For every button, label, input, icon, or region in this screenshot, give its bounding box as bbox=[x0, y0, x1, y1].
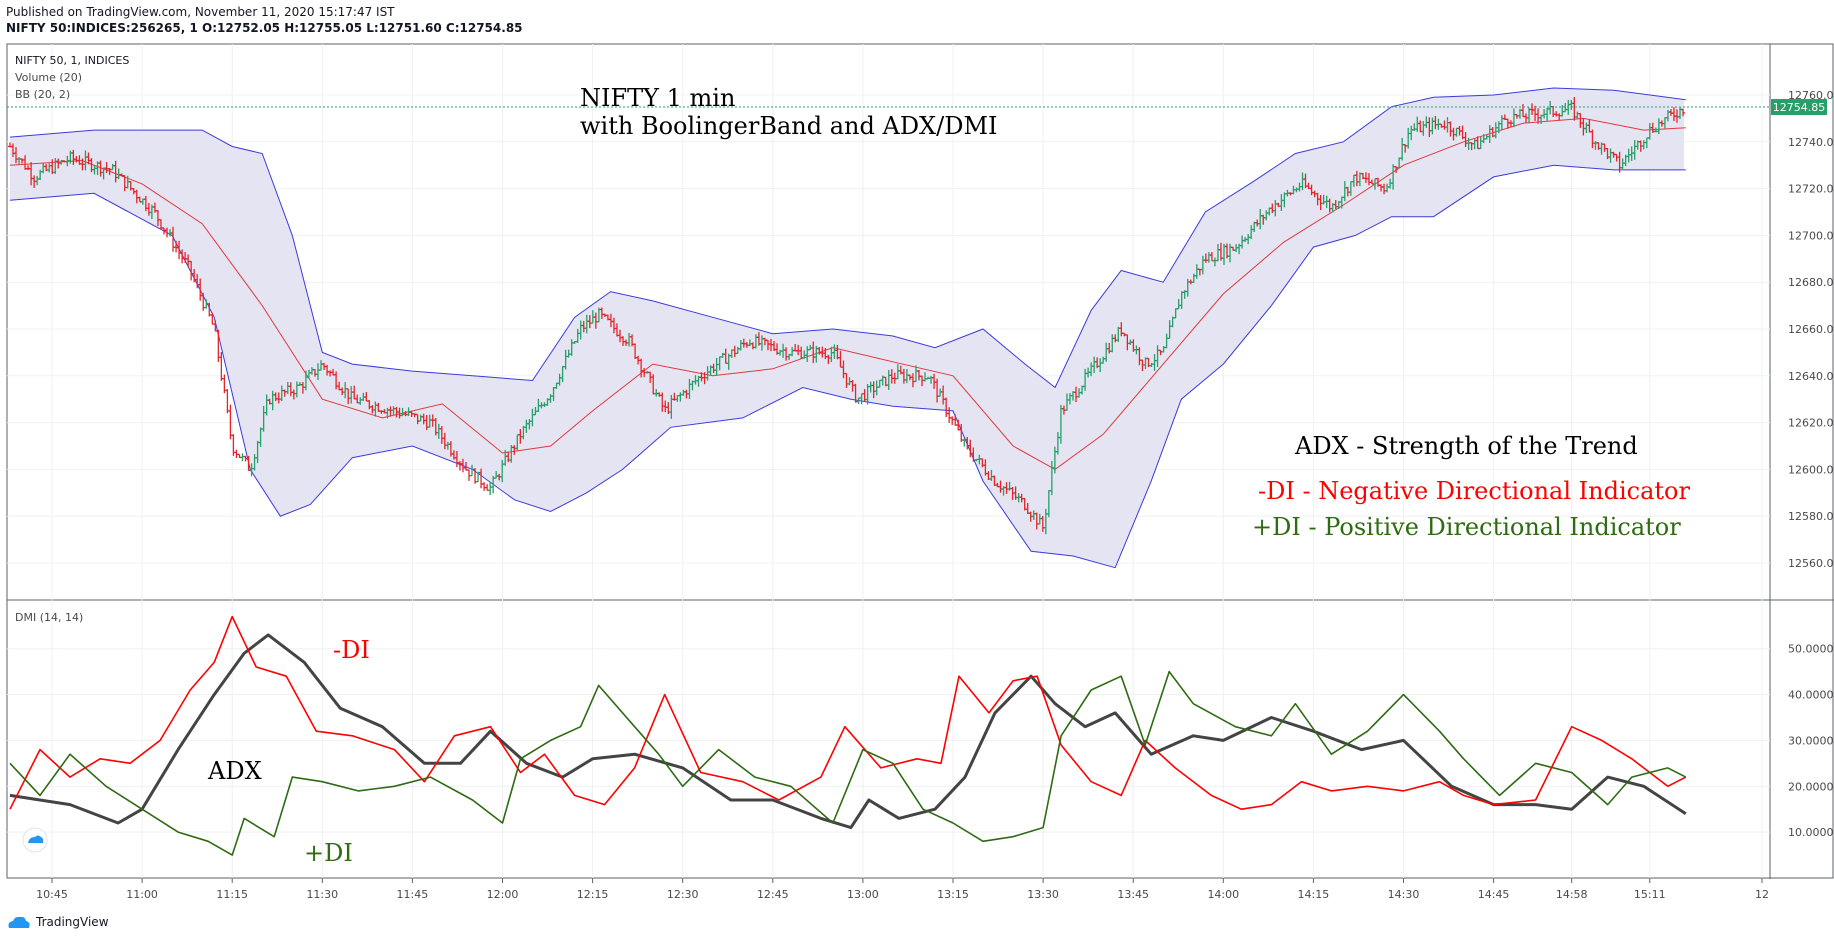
ohlc-line: NIFTY 50:INDICES:256265, 1 O:12752.05 H:… bbox=[6, 20, 523, 36]
time-tick-label: 14:45 bbox=[1478, 888, 1510, 901]
time-tick-label: 13:00 bbox=[847, 888, 879, 901]
price-candle bbox=[240, 453, 245, 462]
time-tick-label: 10:45 bbox=[36, 888, 68, 901]
price-candle bbox=[482, 482, 487, 491]
price-tick-label: 12560.00 bbox=[1788, 557, 1834, 570]
price-tick-label: 12720.00 bbox=[1788, 183, 1834, 196]
chart-header: Published on TradingView.com, November 1… bbox=[6, 4, 523, 36]
time-tick-label: 11:45 bbox=[397, 888, 429, 901]
annotation-adx-desc: ADX - Strength of the Trend bbox=[1294, 432, 1638, 460]
time-tick-label: 12:00 bbox=[487, 888, 519, 901]
close-value: C:12754.85 bbox=[445, 21, 523, 35]
axis-labels: 12560.00 12580.00 12600.00 12620.00 12640.00… bbox=[7, 89, 1834, 901]
annotation-adx-label: ADX bbox=[207, 757, 262, 785]
high-value: H:12755.05 bbox=[284, 21, 363, 35]
tradingview-logo-icon[interactable] bbox=[22, 827, 48, 853]
price-candle bbox=[1681, 108, 1686, 117]
low-value: L:12751.60 bbox=[366, 21, 442, 35]
price-candle bbox=[225, 389, 230, 414]
time-tick-label: 12:30 bbox=[667, 888, 699, 901]
price-candle bbox=[219, 352, 224, 381]
footer: TradingView bbox=[6, 914, 109, 930]
bollinger-bands bbox=[9, 87, 1686, 569]
time-tick-label: 14:30 bbox=[1388, 888, 1420, 901]
price-tick-label: 12740.00 bbox=[1788, 136, 1834, 149]
annotation-title-line1: NIFTY 1 min bbox=[580, 84, 735, 112]
time-tick-label: 12 bbox=[1755, 888, 1769, 901]
time-tick-label: 14:15 bbox=[1298, 888, 1330, 901]
bb-basis-line bbox=[9, 117, 1686, 470]
published-info: Published on TradingView.com, November 1… bbox=[6, 5, 395, 19]
bb-upper-line bbox=[9, 87, 1686, 389]
chart-border bbox=[6, 43, 1834, 879]
time-tick-label: 11:15 bbox=[216, 888, 248, 901]
symbol-info: NIFTY 50:INDICES:256265, 1 bbox=[6, 21, 198, 35]
legend-volume[interactable]: Volume (20) bbox=[15, 71, 82, 84]
chart-frame bbox=[6, 43, 1834, 879]
time-tick-label: 12:15 bbox=[577, 888, 609, 901]
time-tick-label: 14:00 bbox=[1207, 888, 1239, 901]
last-price-badge bbox=[1771, 99, 1827, 116]
price-candle bbox=[485, 484, 490, 491]
price-tick-label: 12580.00 bbox=[1788, 510, 1834, 523]
time-tick-label: 13:30 bbox=[1027, 888, 1059, 901]
chart-canvas[interactable]: 12560.00 12580.00 12600.00 12620.00 12640.00… bbox=[0, 0, 1834, 910]
time-tick-label: 14:58 bbox=[1556, 888, 1588, 901]
tradingview-cloud-icon bbox=[8, 916, 30, 928]
dmi-tick-label: 50.0000 bbox=[1788, 643, 1834, 656]
last-price-label: 12754.85 bbox=[1773, 101, 1826, 114]
time-tick-label: 13:15 bbox=[937, 888, 969, 901]
price-candle bbox=[488, 482, 493, 496]
price-tick-label: 12700.00 bbox=[1788, 229, 1834, 242]
dmi-tick-label: 20.0000 bbox=[1788, 780, 1834, 793]
bb-fill bbox=[9, 88, 1684, 568]
dmi-lines bbox=[9, 615, 1687, 856]
dmi-series-di-minus bbox=[9, 615, 1687, 810]
legend-symbol[interactable]: NIFTY 50, 1, INDICES bbox=[15, 54, 129, 67]
dmi-series-di-plus bbox=[9, 670, 1687, 856]
price-candles[interactable] bbox=[7, 96, 1686, 535]
price-tick-label: 12760.00 bbox=[1788, 89, 1834, 102]
annotation-minus-di-desc: -DI - Negative Directional Indicator bbox=[1258, 477, 1690, 505]
annotation-plus-di-label: +DI bbox=[304, 839, 353, 867]
price-candle bbox=[950, 416, 955, 425]
annotation-plus-di-desc: +DI - Positive Directional Indicator bbox=[1252, 513, 1681, 541]
footer-brand: TradingView bbox=[36, 915, 109, 929]
time-tick-label: 12:45 bbox=[757, 888, 789, 901]
time-tick-label: 11:30 bbox=[306, 888, 338, 901]
dmi-tick-label: 30.0000 bbox=[1788, 734, 1834, 747]
time-tick-label: 11:00 bbox=[126, 888, 158, 901]
bb-lower-line bbox=[9, 164, 1686, 569]
dmi-series-adx bbox=[9, 633, 1687, 830]
time-tick-label: 15:11 bbox=[1634, 888, 1666, 901]
annotation-title-line2: with BoolingerBand and ADX/DMI bbox=[580, 112, 998, 140]
legend-dmi[interactable]: DMI (14, 14) bbox=[15, 611, 83, 624]
annotation-minus-di-label: -DI bbox=[333, 636, 370, 664]
price-tick-label: 12660.00 bbox=[1788, 323, 1834, 336]
price-tick-label: 12620.00 bbox=[1788, 417, 1834, 430]
time-tick-label: 13:45 bbox=[1117, 888, 1149, 901]
dmi-tick-label: 10.0000 bbox=[1788, 826, 1834, 839]
legend-bb[interactable]: BB (20, 2) bbox=[15, 88, 70, 101]
dmi-tick-label: 40.0000 bbox=[1788, 689, 1834, 702]
price-tick-label: 12600.00 bbox=[1788, 463, 1834, 476]
price-tick-label: 12680.00 bbox=[1788, 276, 1834, 289]
price-tick-label: 12640.00 bbox=[1788, 370, 1834, 383]
open-value: O:12752.05 bbox=[202, 21, 281, 35]
